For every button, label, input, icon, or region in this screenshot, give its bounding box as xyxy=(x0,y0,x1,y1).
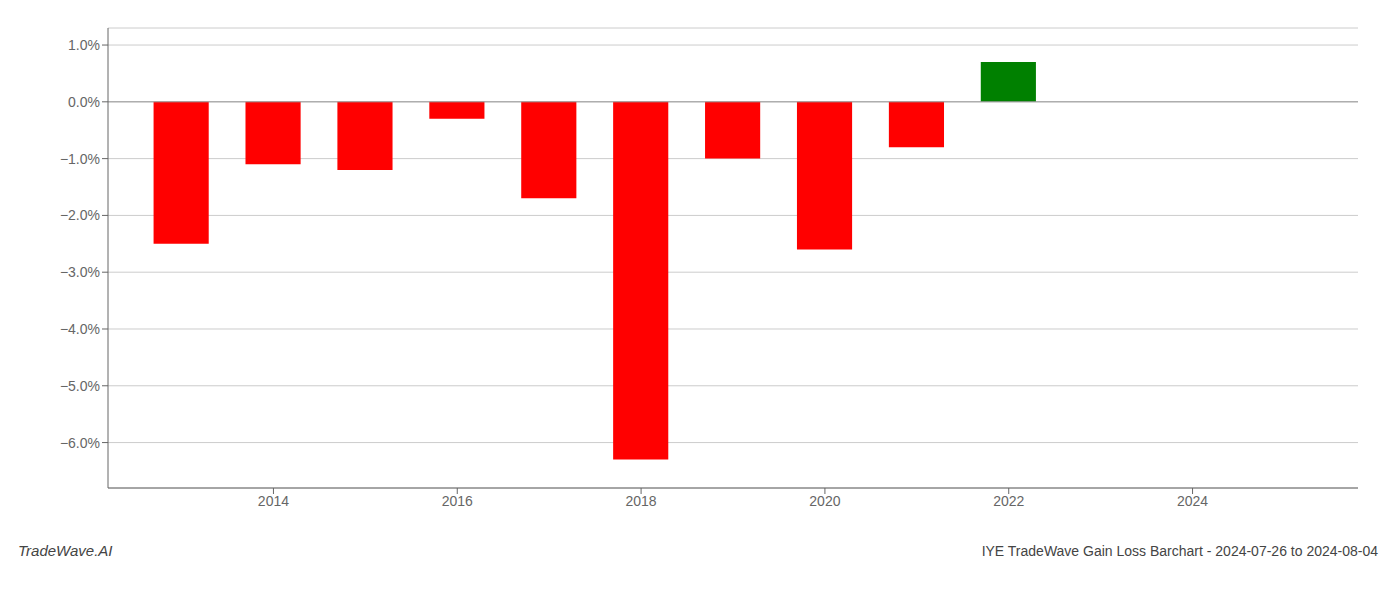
html-text:TradeWave.AI: TradeWave.AI xyxy=(18,542,113,559)
html-text:IYE TradeWave Gain Loss Barcha: IYE TradeWave Gain Loss Barchart - 2024-… xyxy=(981,543,1378,559)
svg-text:−5.0%: −5.0% xyxy=(60,378,100,394)
svg-text:−4.0%: −4.0% xyxy=(60,321,100,337)
svg-text:2024: 2024 xyxy=(1177,493,1208,509)
svg-text:2016: 2016 xyxy=(442,493,473,509)
svg-text:2018: 2018 xyxy=(626,493,657,509)
svg-text:0.0%: 0.0% xyxy=(68,94,100,110)
svg-text:−3.0%: −3.0% xyxy=(60,264,100,280)
svg-text:2020: 2020 xyxy=(809,493,840,509)
svg-text:1.0%: 1.0% xyxy=(68,37,100,53)
svg-text:−6.0%: −6.0% xyxy=(60,435,100,451)
svg-text:−2.0%: −2.0% xyxy=(60,207,100,223)
svg-text:−1.0%: −1.0% xyxy=(60,151,100,167)
svg-text:2022: 2022 xyxy=(993,493,1024,509)
svg-text:2014: 2014 xyxy=(258,493,289,509)
